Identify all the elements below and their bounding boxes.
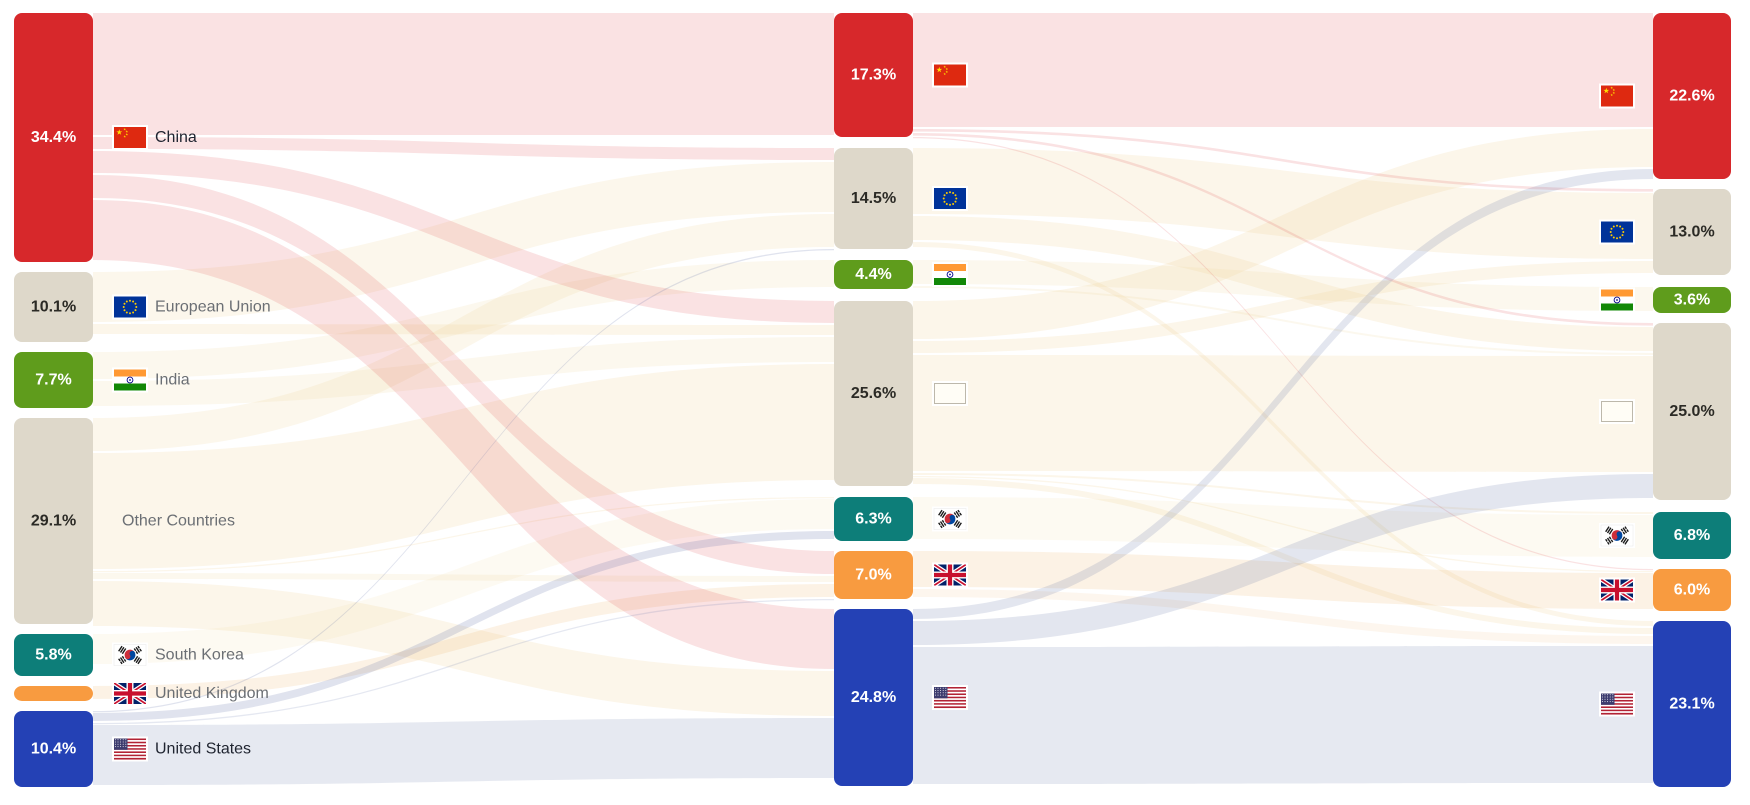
svg-text:United Kingdom: United Kingdom — [155, 685, 269, 702]
svg-text:13.0%: 13.0% — [1669, 224, 1714, 241]
svg-text:25.0%: 25.0% — [1669, 403, 1714, 420]
svg-text:European Union: European Union — [155, 299, 271, 316]
svg-text:5.8%: 5.8% — [35, 647, 71, 664]
svg-text:4.4%: 4.4% — [855, 266, 891, 283]
svg-text:China: China — [155, 129, 197, 146]
svg-text:24.8%: 24.8% — [851, 689, 896, 706]
svg-text:7.7%: 7.7% — [35, 372, 71, 389]
svg-text:25.6%: 25.6% — [851, 385, 896, 402]
svg-text:7.0%: 7.0% — [855, 567, 891, 584]
svg-text:South Korea: South Korea — [155, 647, 244, 664]
svg-text:29.1%: 29.1% — [31, 513, 76, 530]
svg-text:34.4%: 34.4% — [31, 129, 76, 146]
svg-text:10.4%: 10.4% — [31, 741, 76, 758]
svg-text:17.3%: 17.3% — [851, 67, 896, 84]
svg-text:India: India — [155, 372, 190, 389]
svg-text:14.5%: 14.5% — [851, 190, 896, 207]
svg-text:6.0%: 6.0% — [1674, 582, 1710, 599]
svg-text:6.3%: 6.3% — [855, 511, 891, 528]
svg-text:6.8%: 6.8% — [1674, 527, 1710, 544]
svg-text:10.1%: 10.1% — [31, 299, 76, 316]
svg-text:22.6%: 22.6% — [1669, 88, 1714, 105]
svg-text:United States: United States — [155, 741, 251, 758]
svg-text:Other Countries: Other Countries — [122, 513, 235, 530]
svg-text:3.6%: 3.6% — [1674, 292, 1710, 309]
svg-text:23.1%: 23.1% — [1669, 696, 1714, 713]
